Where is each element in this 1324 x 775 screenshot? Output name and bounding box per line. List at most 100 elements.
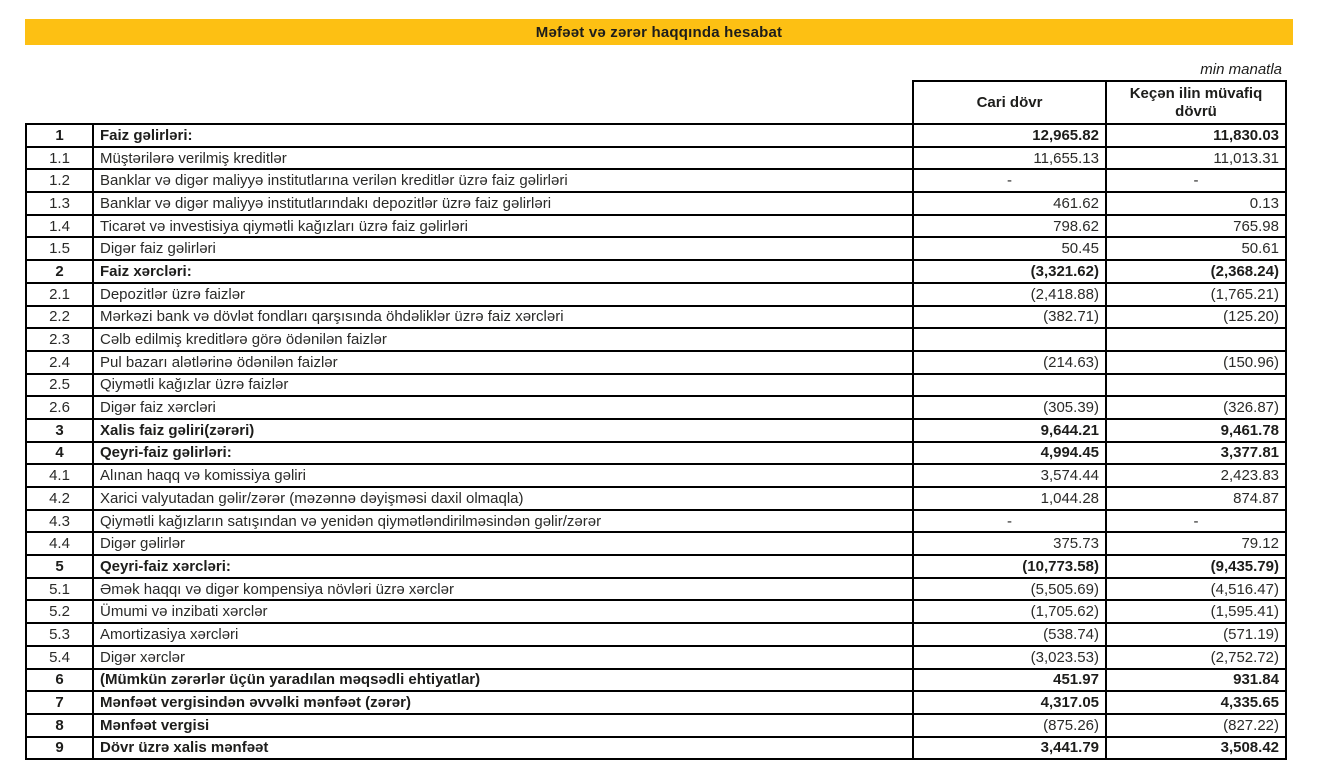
row-label: Ümumi və inzibati xərclər [92,599,914,625]
row-value-previous: 0.13 [1105,191,1287,216]
row-number: 1 [25,123,94,148]
row-label: Xalis faiz gəliri(zərəri) [92,417,914,443]
table-row: 4 Qeyri-faiz gəlirləri: 4,994.45 3,377.81 [25,440,1287,466]
row-value-current: - [912,168,1107,194]
row-number: 5 [25,554,94,579]
row-value-previous: (1,765.21) [1105,281,1287,307]
row-label: Əmək haqqı və digər kompensiya növləri ü… [92,576,914,602]
column-header-previous: Keçən ilin müvafiq dövrü [1105,80,1287,125]
row-value-previous: 931.84 [1105,667,1287,693]
row-value-current [912,372,1107,398]
table-row: 4.1 Alınan haqq və komissiya gəliri 3,574.… [25,463,1287,488]
row-number: 2.4 [25,349,94,375]
row-value-current: (10,773.58) [912,554,1107,579]
row-number: 4.2 [25,486,94,511]
row-number: 1.5 [25,236,94,262]
row-number: 6 [25,667,94,693]
header-spacer [26,81,93,124]
table-row: 5.1 Əmək haqqı və digər kompensiya növlər… [25,576,1287,602]
row-label: Müştərilərə verilmiş kreditlər [92,145,914,171]
row-value-previous: - [1105,508,1287,534]
row-value-current: (3,321.62) [912,259,1107,284]
row-value-current: 12,965.82 [912,123,1107,148]
table-row: 1.4 Ticarət və investisiya qiymətli kağız… [25,213,1287,239]
table-row: 2.5 Qiymətli kağızlar üzrə faizlər [25,372,1287,398]
row-value-previous: (1,595.41) [1105,599,1287,625]
row-number: 5.1 [25,576,94,602]
report-title-bar: Məfəət və zərər haqqında hesabat [25,19,1293,45]
table-row: 2.6 Digər faiz xərcləri (305.39) (326.87) [25,395,1287,420]
row-value-current: 3,441.79 [912,735,1107,761]
row-value-current: 798.62 [912,213,1107,239]
row-label: Digər gəlirlər [92,531,914,557]
table-row: 2 Faiz xərcləri: (3,321.62) (2,368.24) [25,259,1287,284]
row-number: 4.3 [25,508,94,534]
row-value-previous: 50.61 [1105,236,1287,262]
table-row: 1.1 Müştərilərə verilmiş kreditlər 11,655.… [25,145,1287,171]
row-value-previous: (125.20) [1105,304,1287,330]
row-value-current: (875.26) [912,712,1107,738]
row-number: 1.1 [25,145,94,171]
row-value-current: 461.62 [912,191,1107,216]
table-row: 5 Qeyri-faiz xərcləri: (10,773.58) (9,435.7… [25,554,1287,579]
row-value-current: - [912,508,1107,534]
row-value-previous: (571.19) [1105,622,1287,647]
table-row: 9 Dövr üzrə xalis mənfəət 3,441.79 3,508.42 [25,735,1287,761]
row-value-current: 1,044.28 [912,486,1107,511]
row-value-previous [1105,372,1287,398]
row-label: Ticarət və investisiya qiymətli kağızlar… [92,213,914,239]
row-value-previous: 3,377.81 [1105,440,1287,466]
row-number: 1.4 [25,213,94,239]
row-value-current: 4,994.45 [912,440,1107,466]
row-value-previous: 79.12 [1105,531,1287,557]
row-label: Qeyri-faiz gəlirləri: [92,440,914,466]
unit-note: min manatla [1200,61,1282,78]
table-row: 2.4 Pul bazarı alətlərinə ödənilən faizlə… [25,349,1287,375]
row-value-current: (5,505.69) [912,576,1107,602]
row-number: 4 [25,440,94,466]
table-row: 1.2 Banklar və digər maliyyə institutları… [25,168,1287,194]
row-number: 5.2 [25,599,94,625]
row-number: 5.4 [25,644,94,670]
table-row: 1.3 Banklar və digər maliyyə institutları… [25,191,1287,216]
row-value-previous: 11,013.31 [1105,145,1287,171]
row-value-current [912,327,1107,352]
row-value-previous: (2,752.72) [1105,644,1287,670]
row-value-previous: (4,516.47) [1105,576,1287,602]
row-value-previous: 4,335.65 [1105,690,1287,715]
row-value-previous: (2,368.24) [1105,259,1287,284]
table-row: 5.3 Amortizasiya xərcləri (538.74) (571.19) [25,622,1287,647]
row-label: (Mümkün zərərlər üçün yaradılan məqsədli… [92,667,914,693]
row-value-previous: 3,508.42 [1105,735,1287,761]
row-number: 5.3 [25,622,94,647]
row-number: 1.2 [25,168,94,194]
row-value-current: (538.74) [912,622,1107,647]
row-value-current: 3,574.44 [912,463,1107,488]
row-value-previous [1105,327,1287,352]
row-value-current: (382.71) [912,304,1107,330]
row-label: Mənfəət vergisi [92,712,914,738]
row-value-previous: 765.98 [1105,213,1287,239]
row-label: Banklar və digər maliyyə institutlarında… [92,191,914,216]
row-label: Amortizasiya xərcləri [92,622,914,647]
table-row: 3 Xalis faiz gəliri(zərəri) 9,644.21 9,461.… [25,417,1287,443]
row-value-current: 9,644.21 [912,417,1107,443]
table-row: 8 Mənfəət vergisi (875.26) (827.22) [25,712,1287,738]
row-label: Digər xərclər [92,644,914,670]
row-value-current: 50.45 [912,236,1107,262]
row-number: 7 [25,690,94,715]
table-row: 4.4 Digər gəlirlər 375.73 79.12 [25,531,1287,557]
row-number: 4.4 [25,531,94,557]
table-row: 1.5 Digər faiz gəlirləri 50.45 50.61 [25,236,1287,262]
row-number: 2.6 [25,395,94,420]
row-value-current: 11,655.13 [912,145,1107,171]
table-row: 2.2 Mərkəzi bank və dövlət fondları qarşı… [25,304,1287,330]
row-number: 3 [25,417,94,443]
row-value-previous: 9,461.78 [1105,417,1287,443]
row-value-previous: 874.87 [1105,486,1287,511]
row-label: Faiz xərcləri: [92,259,914,284]
table-row: 6 (Mümkün zərərlər üçün yaradılan məqsədl… [25,667,1287,693]
table-row: 4.3 Qiymətli kağızların satışından və yen… [25,508,1287,534]
row-label: Faiz gəlirləri: [92,123,914,148]
table-header-row: Cari dövr Keçən ilin müvafiq dövrü [26,80,1287,125]
